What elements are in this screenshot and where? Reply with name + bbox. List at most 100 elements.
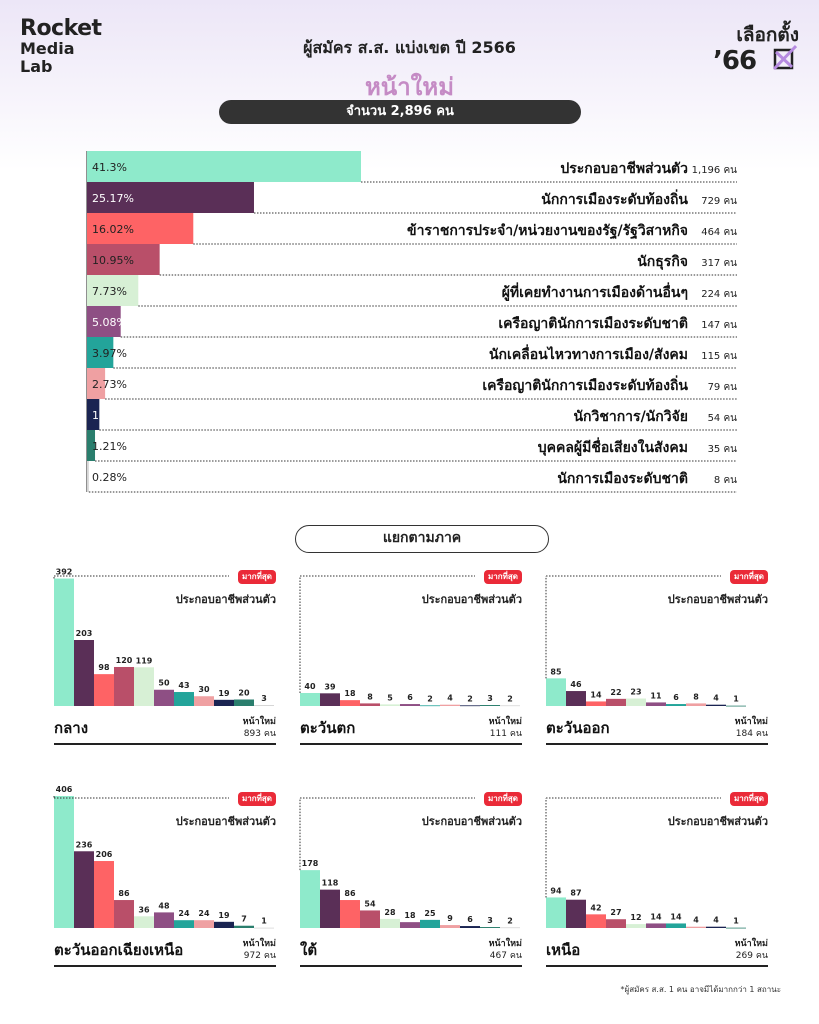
election-66-logo: เลือกตั้ง ’66 [707, 20, 799, 80]
region-bar [234, 699, 254, 706]
region-type-label: หน้าใหม่ [734, 717, 768, 727]
region-bar [400, 922, 420, 928]
main-category-label: นักวิชาการ/นักวิจัย [573, 409, 688, 425]
region-bar-value-label: 43 [178, 681, 189, 690]
main-value-label: 464 คน [701, 227, 737, 238]
main-value-label: 8 คน [714, 475, 737, 486]
region-bar-value-label: 36 [138, 905, 150, 914]
main-category-label: ประกอบอาชีพส่วนตัว [560, 161, 688, 177]
region-type-label: หน้าใหม่ [488, 717, 522, 727]
main-bar-percent-label: 25.17% [92, 192, 134, 205]
region-bar-value-label: 18 [344, 689, 356, 698]
main-category-label: ผู้ที่เคยทำงานการเมืองด้านอื่นๆ [502, 282, 688, 301]
region-bar [546, 678, 566, 706]
most-badge: มากที่สุด [730, 792, 768, 806]
main-category-label: นักการเมืองระดับชาติ [557, 471, 688, 487]
region-bar [626, 924, 646, 928]
region-name: ใต้ [300, 941, 318, 959]
region-bar-value-label: 87 [570, 889, 581, 898]
page-title: ผู้สมัคร ส.ส. แบ่งเขต ปี 2566 [303, 38, 516, 57]
most-badge: มากที่สุด [238, 570, 276, 584]
top-category-label: ประกอบอาชีพส่วนตัว [175, 815, 276, 828]
region-bar-value-label: 1 [733, 695, 739, 704]
region-bar [320, 693, 340, 706]
region-bar-plot: 40 39 18 8 5 6 2 4 2 3 2 [299, 575, 520, 707]
region-bar [194, 696, 214, 706]
region-bar [480, 927, 500, 928]
region-name: เหนือ [546, 941, 581, 959]
region-baseline [54, 964, 276, 967]
main-value-label: 115 คน [701, 351, 737, 362]
main-bar [87, 461, 89, 492]
region-bar [726, 705, 746, 707]
region-bar-value-label: 118 [322, 879, 339, 888]
region-bar-value-label: 85 [550, 667, 562, 676]
region-bar [586, 701, 606, 706]
region-bar [340, 700, 360, 706]
main-bar [87, 368, 106, 399]
region-bar-value-label: 25 [424, 909, 436, 918]
region-bar [300, 692, 320, 706]
region-bar-value-label: 4 [693, 916, 699, 925]
main-category-label: นักการเมืองระดับท้องถิ่น [541, 189, 688, 208]
region-count-label: 269 คน [735, 951, 768, 961]
main-bar-percent-label: 5.08% [92, 316, 127, 329]
main-bar [87, 306, 121, 337]
region-name: ตะวันตก [300, 719, 356, 737]
region-bar-value-label: 14 [650, 912, 662, 921]
region-bar-value-label: 2 [427, 694, 433, 703]
region-bar-value-label: 236 [76, 840, 93, 849]
main-value-label: 224 คน [701, 289, 737, 300]
region-bar-value-label: 4 [447, 694, 453, 703]
region-bar [666, 704, 686, 706]
main-value-label: 54 คน [708, 413, 738, 424]
region-bar [114, 666, 134, 706]
region-bar [440, 925, 460, 928]
region-bar [134, 916, 154, 928]
region-bar-value-label: 86 [344, 889, 356, 898]
main-value-label: 79 คน [708, 382, 738, 393]
region-bar [54, 796, 74, 928]
region-bar [460, 705, 480, 707]
region-bar-value-label: 8 [367, 692, 373, 701]
main-bar [87, 151, 361, 182]
region-bar [420, 919, 440, 928]
region-chart-central: 392 203 98 120 119 50 43 30 19 20 3 มากที่สุด ประกอบ… [53, 568, 276, 745]
main-value-label: 729 คน [701, 196, 737, 207]
main-bar-percent-label: 10.95% [92, 254, 134, 267]
region-chart-north: 94 87 42 27 12 14 14 4 4 1 มากที่สุด ประกอบอาชีพส่ว… [545, 792, 768, 967]
main-bar [87, 244, 160, 275]
region-bar-value-label: 24 [198, 909, 210, 918]
region-bar [606, 919, 626, 928]
footnote: *ผู้สมัคร ส.ส. 1 คน อาจมีได้มากกว่า 1 สถ… [620, 985, 782, 994]
region-bar-value-label: 24 [178, 909, 190, 918]
main-category-label: นักธุรกิจ [637, 254, 688, 270]
election-logo-line-1: เลือกตั้ง [736, 24, 799, 46]
most-badge: มากที่สุด [730, 570, 768, 584]
region-bar-value-label: 18 [404, 911, 416, 920]
region-bar-value-label: 6 [673, 693, 679, 702]
region-type-label: หน้าใหม่ [734, 939, 768, 949]
region-bar-value-label: 54 [364, 899, 376, 908]
main-category-label: เครือญาตินักการเมืองระดับชาติ [498, 316, 688, 332]
region-bar [214, 921, 234, 928]
main-bar-percent-label: 3.97% [92, 347, 127, 360]
region-bar [646, 923, 666, 928]
region-type-label: หน้าใหม่ [488, 939, 522, 949]
region-bar-value-label: 50 [158, 679, 170, 688]
top-category-label: ประกอบอาชีพส่วนตัว [175, 593, 276, 606]
top-category-label: ประกอบอาชีพส่วนตัว [667, 593, 768, 606]
region-bar-value-label: 19 [218, 689, 230, 698]
main-bar [87, 337, 114, 368]
region-bar [360, 910, 380, 928]
region-bar [400, 704, 420, 706]
main-value-label: 147 คน [701, 320, 737, 331]
region-bar-value-label: 5 [387, 693, 393, 702]
main-category-label: นักเคลื่อนไหวทางการเมือง/สังคม [489, 344, 688, 363]
logo-line-1: Rocket [20, 16, 102, 41]
region-bar [154, 689, 174, 706]
region-bar-value-label: 86 [118, 889, 130, 898]
region-count-label: 467 คน [489, 951, 522, 961]
region-bar [254, 705, 274, 706]
main-bar [87, 213, 194, 244]
